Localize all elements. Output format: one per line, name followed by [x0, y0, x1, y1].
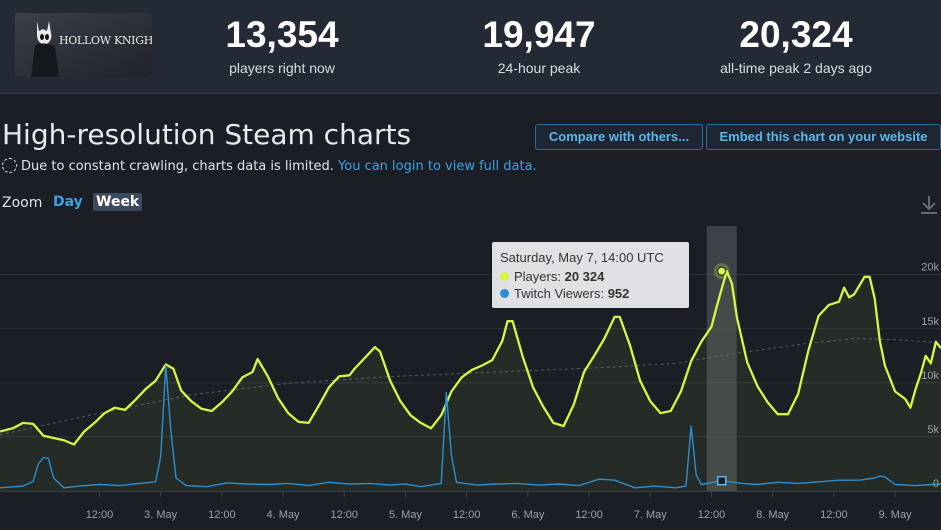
y-tick-label: 10k	[921, 370, 939, 382]
x-tick-label: 6. May	[511, 509, 545, 521]
dashed-circle-icon	[2, 158, 17, 173]
x-tick-label: 12:00	[575, 509, 603, 521]
tooltip-date: Saturday, May 7, 14:00 UTC	[500, 250, 664, 265]
x-tick-label: 12:00	[208, 509, 236, 521]
login-link[interactable]: You can login to view full data.	[338, 159, 537, 174]
tooltip-viewers-value: 952	[607, 286, 630, 301]
players-now-value: 13,354	[225, 14, 339, 55]
alltime-peak-value: 20,324	[739, 14, 853, 55]
compare-button[interactable]: Compare with others...	[535, 124, 703, 150]
viewers-series-line	[0, 364, 941, 489]
tooltip-players-label: Players:	[514, 269, 561, 284]
viewers-marker	[716, 475, 727, 486]
x-tick-label: 4. May	[267, 509, 301, 521]
y-tick-label: 0	[933, 478, 939, 490]
tooltip-viewers-label: Twitch Viewers:	[514, 286, 605, 301]
tooltip-players-value: 20 324	[564, 269, 605, 284]
players-area	[0, 271, 941, 491]
embed-chart-button[interactable]: Embed this chart on your website	[706, 124, 941, 150]
alltime-peak-label: all-time peak 2 days ago	[720, 60, 872, 76]
players-dot-icon	[500, 272, 509, 281]
x-tick-label: 12:00	[86, 509, 114, 521]
y-tick-label: 15k	[921, 316, 939, 328]
x-tick-label: 3. May	[144, 509, 178, 521]
x-tick-label: 12:00	[453, 509, 481, 521]
zoom-day-button[interactable]: Day	[53, 194, 83, 210]
zoom-week-button[interactable]: Week	[93, 193, 143, 211]
x-tick-label: 12:00	[331, 509, 359, 521]
tooltip-viewers-row: Twitch Viewers: 952	[500, 286, 629, 301]
stat-alltime-peak: 20,324 all-time peak 2 days ago	[681, 14, 911, 76]
stat-24h-peak: 19,947 24-hour peak	[424, 14, 654, 76]
x-tick-label: 9. May	[879, 509, 913, 521]
game-title-text: HOLLOW KNIGHT	[59, 34, 152, 47]
viewers-dot-icon	[500, 289, 509, 298]
x-tick-label: 7. May	[634, 509, 668, 521]
zoom-control: Zoom Day Week	[2, 193, 143, 211]
players-chart[interactable]: 0 5k 10k 15k 20k 12:00 3. May 12:00 4. May 12:00 5…	[0, 220, 941, 530]
data-limit-notice: Due to constant crawling, charts data is…	[2, 158, 537, 174]
x-tick-label: 5. May	[389, 509, 423, 521]
players-now-label: players right now	[229, 60, 335, 76]
x-tick-label: 8. May	[756, 509, 790, 521]
game-cover-image[interactable]: HOLLOW KNIGHT	[15, 13, 152, 77]
knight-icon	[15, 13, 152, 77]
zoom-label: Zoom	[2, 195, 43, 211]
notice-text: Due to constant crawling, charts data is…	[21, 159, 334, 174]
y-tick-label: 5k	[927, 424, 939, 436]
download-icon[interactable]	[919, 194, 939, 216]
stats-header: HOLLOW KNIGHT 13,354 players right now 1…	[0, 0, 941, 94]
players-series-line	[0, 270, 941, 446]
x-tick-label: 12:00	[820, 509, 848, 521]
tooltip-players-row: Players: 20 324	[500, 269, 604, 284]
24h-peak-value: 19,947	[482, 14, 596, 55]
x-tick-label: 12:00	[698, 509, 726, 521]
24h-peak-label: 24-hour peak	[497, 60, 581, 76]
players-marker	[717, 266, 727, 276]
stat-players-now: 13,354 players right now	[167, 14, 397, 76]
y-tick-label: 20k	[921, 262, 939, 274]
chart-tooltip: Saturday, May 7, 14:00 UTC Players: 20 3…	[492, 242, 689, 308]
page-title: High-resolution Steam charts	[2, 118, 412, 151]
